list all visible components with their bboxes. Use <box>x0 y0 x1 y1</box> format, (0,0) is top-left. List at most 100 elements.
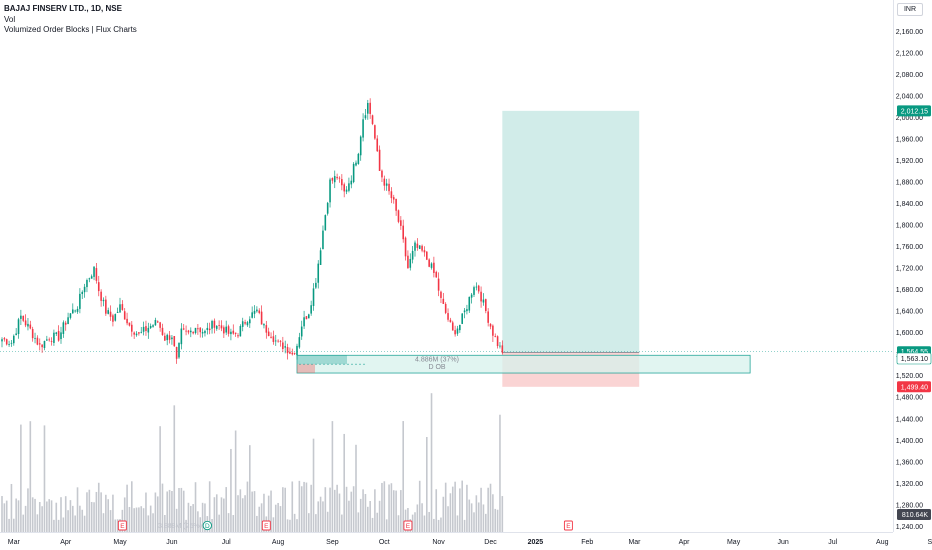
y-tick-label: 1,400.00 <box>896 438 923 445</box>
volume-bar <box>468 499 471 532</box>
candle-body <box>95 268 98 281</box>
candle-body <box>305 316 308 320</box>
volume-bar <box>284 487 286 532</box>
volume-bar <box>362 489 364 532</box>
event-marker-label: D <box>205 523 210 530</box>
candlestick-series[interactable] <box>1 98 504 364</box>
volume-bar <box>1 496 3 532</box>
volume-bar <box>62 517 65 532</box>
candle-body <box>426 251 428 260</box>
earnings-marker[interactable]: E <box>117 520 127 531</box>
x-tick-label: Nov <box>432 539 445 546</box>
candle-body <box>251 312 253 318</box>
volume-bar <box>220 497 223 532</box>
volume-bar <box>482 504 485 532</box>
volume-bar <box>159 426 161 532</box>
volume-bar <box>475 495 478 532</box>
dividend-marker[interactable]: D <box>202 520 212 531</box>
time-axis[interactable] <box>0 532 893 550</box>
candle-body <box>149 325 152 329</box>
volume-bar <box>442 496 445 532</box>
volume-bar <box>109 510 112 532</box>
volume-bar <box>142 508 145 532</box>
event-marker-label: E <box>566 523 571 530</box>
candle-body <box>249 319 251 324</box>
candle-body <box>34 338 36 339</box>
x-tick-label: Mar <box>628 539 641 546</box>
earnings-marker[interactable]: E <box>261 520 271 531</box>
candle-body <box>83 286 86 293</box>
candle-body <box>350 180 353 185</box>
candle-body <box>286 347 289 354</box>
volume-bar <box>105 494 107 532</box>
volume-bar <box>10 483 13 532</box>
x-tick-label: Dec <box>484 539 497 546</box>
volume-bar <box>451 486 454 532</box>
volume-bar <box>312 438 315 532</box>
volume-bar <box>463 519 466 532</box>
candle-body <box>263 324 265 326</box>
volume-bar <box>227 513 230 532</box>
price-label-text: 1,499.40 <box>901 384 928 391</box>
earnings-marker[interactable]: E <box>403 520 413 531</box>
volume-bar <box>31 497 34 532</box>
earnings-marker[interactable]: E <box>563 520 573 531</box>
volume-bar <box>433 518 435 532</box>
candle-body <box>140 331 143 333</box>
candle-body <box>381 170 383 178</box>
volume-bar <box>289 519 291 532</box>
volume-bar <box>126 484 128 532</box>
candle-body <box>392 197 395 200</box>
stop-price-label: 1,499.40 <box>897 381 931 393</box>
x-tick-label: Aug <box>876 539 889 546</box>
x-tick-label: May <box>113 539 127 546</box>
volume-bar <box>274 504 277 532</box>
volume-bar <box>178 488 180 532</box>
volume-bar <box>376 512 379 532</box>
volume-bar <box>279 506 282 532</box>
y-tick-label: 1,880.00 <box>896 179 923 186</box>
candle-body <box>227 326 230 334</box>
candle-body <box>133 332 135 335</box>
candle-body <box>239 326 242 337</box>
volume-indicator-label[interactable]: Vol <box>4 14 16 24</box>
order-block-zone[interactable] <box>296 354 751 374</box>
volume-bar <box>407 507 409 532</box>
candle-body <box>423 250 426 253</box>
volume-bar <box>322 501 324 532</box>
symbol-title[interactable]: BAJAJ FINSERV LTD., 1D, NSE <box>4 4 122 13</box>
candle-body <box>279 340 282 342</box>
candle-body <box>164 335 166 341</box>
candle-body <box>147 327 150 333</box>
volume-bar <box>123 497 126 532</box>
currency-selector[interactable]: INR <box>897 3 923 16</box>
volume-bar <box>74 515 76 532</box>
volume-bar <box>296 519 298 532</box>
volume-bar <box>350 491 353 532</box>
volume-bar <box>53 519 55 532</box>
price-axis[interactable] <box>893 0 932 550</box>
volume-bar <box>326 511 329 532</box>
volume-bar <box>489 483 492 532</box>
candle-body <box>180 328 183 345</box>
candle-body <box>416 243 419 248</box>
candle-body <box>182 328 185 330</box>
candle-body <box>428 259 430 267</box>
volume-bar <box>95 491 98 532</box>
candle-body <box>161 327 164 335</box>
order-blocks-indicator-label[interactable]: Volumized Order Blocks | Flux Charts <box>4 25 137 34</box>
candle-body <box>192 331 194 334</box>
candle-body <box>407 255 409 269</box>
volume-bar <box>477 502 480 532</box>
volume-bar <box>67 510 69 532</box>
candle-body <box>199 327 202 333</box>
volume-bar <box>317 501 320 532</box>
candle-body <box>494 336 497 337</box>
candle-body <box>485 299 487 312</box>
candle-body <box>378 149 381 171</box>
y-tick-label: 2,040.00 <box>896 93 923 100</box>
y-tick-label: 1,440.00 <box>896 416 923 423</box>
candle-body <box>197 328 199 330</box>
position-profit-zone[interactable] <box>502 110 640 353</box>
